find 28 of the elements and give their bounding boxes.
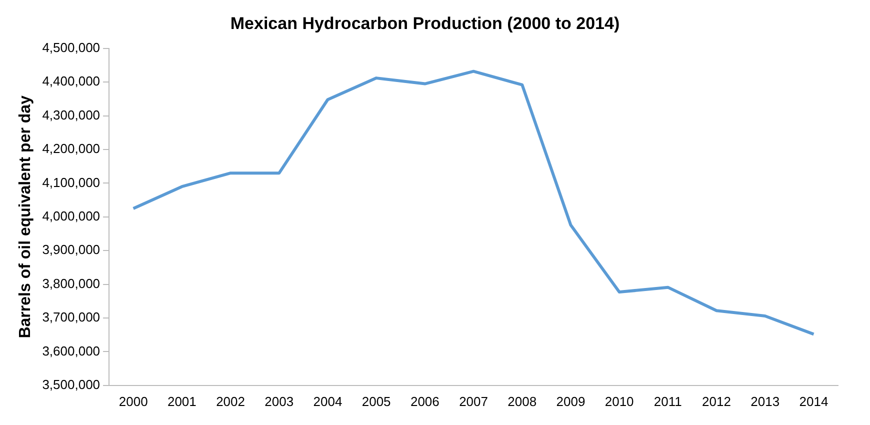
x-tick-label: 2006 bbox=[410, 394, 440, 409]
y-tick-label: 4,500,000 bbox=[42, 40, 100, 55]
y-tick-label: 4,300,000 bbox=[42, 107, 100, 122]
chart-title: Mexican Hydrocarbon Production (2000 to 2014) bbox=[230, 14, 620, 33]
y-tick-label: 4,200,000 bbox=[42, 141, 100, 156]
y-tick-label: 3,500,000 bbox=[42, 376, 100, 392]
y-tick-label: 4,100,000 bbox=[42, 174, 100, 190]
y-tick-label: 4,000,000 bbox=[42, 208, 100, 224]
y-axis-title: Barrels of oil equivalent per day bbox=[17, 95, 34, 338]
x-tick-label: 2000 bbox=[118, 394, 148, 409]
x-tick-label: 2008 bbox=[508, 394, 537, 409]
x-tick-label: 2013 bbox=[750, 394, 780, 409]
x-tick-label: 2003 bbox=[264, 394, 294, 409]
x-tick-label: 2001 bbox=[167, 394, 196, 409]
y-tick-label: 3,800,000 bbox=[42, 276, 100, 291]
y-tick-label: 3,700,000 bbox=[42, 310, 100, 325]
x-tick-label: 2004 bbox=[313, 394, 342, 409]
x-tick-label: 2007 bbox=[459, 394, 488, 409]
y-tick-label: 3,600,000 bbox=[42, 343, 100, 358]
x-tick-label: 2012 bbox=[702, 394, 731, 409]
x-tick-label: 2005 bbox=[362, 394, 391, 409]
x-tick-label: 2011 bbox=[654, 394, 682, 409]
x-tick-label: 2009 bbox=[556, 394, 586, 409]
x-tick-label: 2014 bbox=[799, 394, 828, 409]
x-tick-label: 2002 bbox=[216, 394, 245, 409]
y-tick-label: 4,400,000 bbox=[42, 74, 100, 89]
x-tick-label: 2010 bbox=[604, 394, 634, 409]
y-tick-label: 3,900,000 bbox=[42, 242, 100, 258]
